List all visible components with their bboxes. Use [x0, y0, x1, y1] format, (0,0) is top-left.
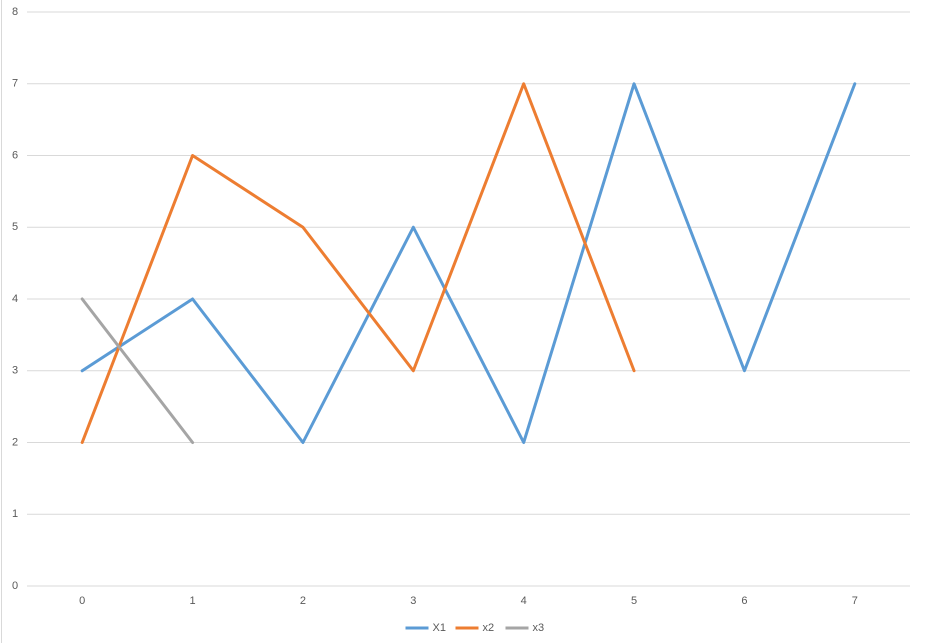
legend-label: X1	[433, 622, 446, 634]
x-tick-label: 5	[631, 595, 637, 607]
y-tick-label: 8	[12, 6, 18, 18]
x-tick-label: 4	[521, 595, 527, 607]
y-tick-label: 6	[12, 149, 18, 161]
data-line	[80, 82, 857, 444]
x-tick-label: 3	[410, 595, 416, 607]
data-line	[80, 297, 195, 444]
x-tick-label: 0	[79, 595, 85, 607]
y-tick-label: 4	[12, 293, 18, 305]
y-tick-label: 3	[12, 365, 18, 377]
y-tick-label: 7	[12, 78, 18, 90]
y-tick-label: 2	[12, 436, 18, 448]
legend-label: x2	[483, 622, 495, 634]
y-tick-label: 5	[12, 221, 18, 233]
x-tick-label: 6	[741, 595, 747, 607]
y-tick-label: 1	[12, 508, 18, 520]
data-line	[80, 82, 636, 444]
legend-label: x3	[533, 622, 545, 634]
x-tick-label: 1	[190, 595, 196, 607]
y-tick-label: 0	[12, 580, 18, 592]
x-tick-label: 2	[300, 595, 306, 607]
x-tick-label: 7	[852, 595, 858, 607]
